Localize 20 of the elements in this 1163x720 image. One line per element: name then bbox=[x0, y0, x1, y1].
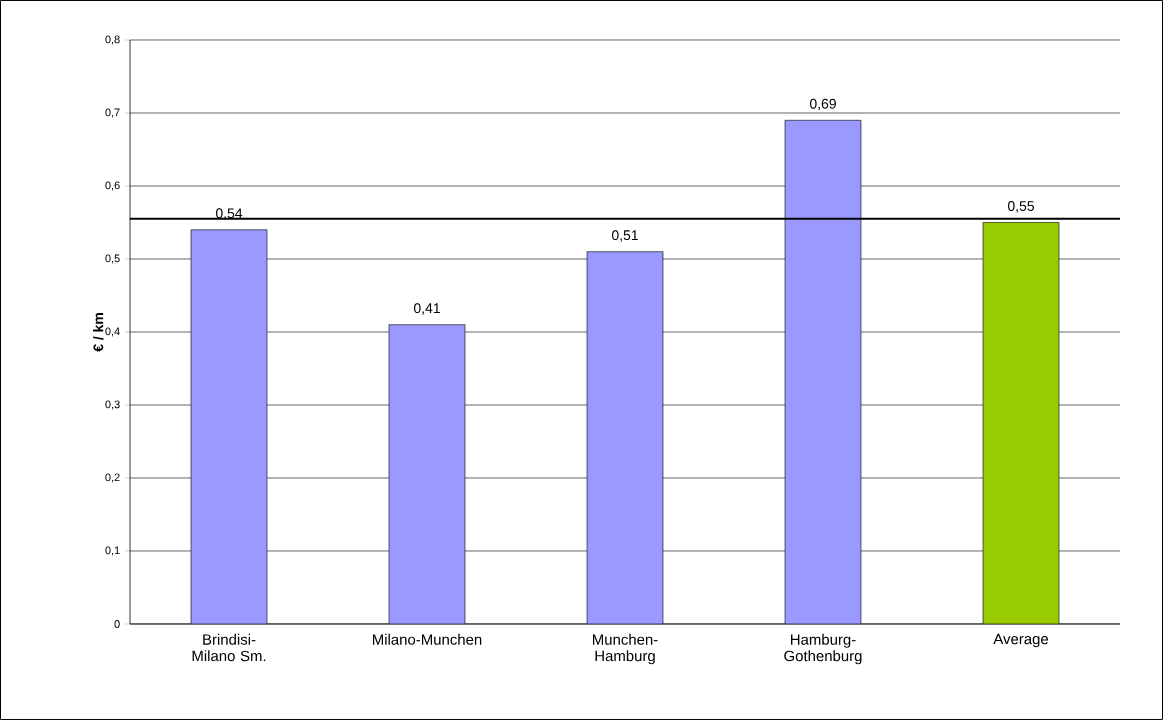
data-label: 0,54 bbox=[215, 208, 243, 220]
data-label: 0,69 bbox=[809, 98, 836, 111]
x-tick-label: Hamburg-Gothenburg bbox=[784, 633, 862, 665]
y-tick-label: 0,8 bbox=[105, 35, 120, 45]
y-tick-label: 0,5 bbox=[105, 254, 120, 264]
y-tick-label: 0,3 bbox=[105, 400, 120, 410]
data-label: 0,51 bbox=[611, 230, 638, 242]
x-tick-label: Milano-Munchen bbox=[372, 633, 482, 645]
x-tick-label: Munchen-Hamburg bbox=[593, 633, 658, 665]
y-tick-label: 0,2 bbox=[105, 473, 120, 483]
data-label: 0,41 bbox=[413, 303, 440, 315]
y-tick-label: 0,4 bbox=[105, 327, 120, 337]
data-label: 0,55 bbox=[1007, 201, 1034, 213]
y-tick-label: 0,6 bbox=[105, 181, 120, 191]
y-tick-label: 0 bbox=[114, 620, 120, 628]
y-tick-label: 0,1 bbox=[105, 546, 120, 556]
x-tick-label: Average bbox=[993, 633, 1049, 648]
x-tick-label: Brindisi-Milano Sm. bbox=[192, 633, 266, 662]
y-tick-label: 0,7 bbox=[105, 108, 120, 118]
y-axis-title: € / km bbox=[93, 313, 104, 352]
